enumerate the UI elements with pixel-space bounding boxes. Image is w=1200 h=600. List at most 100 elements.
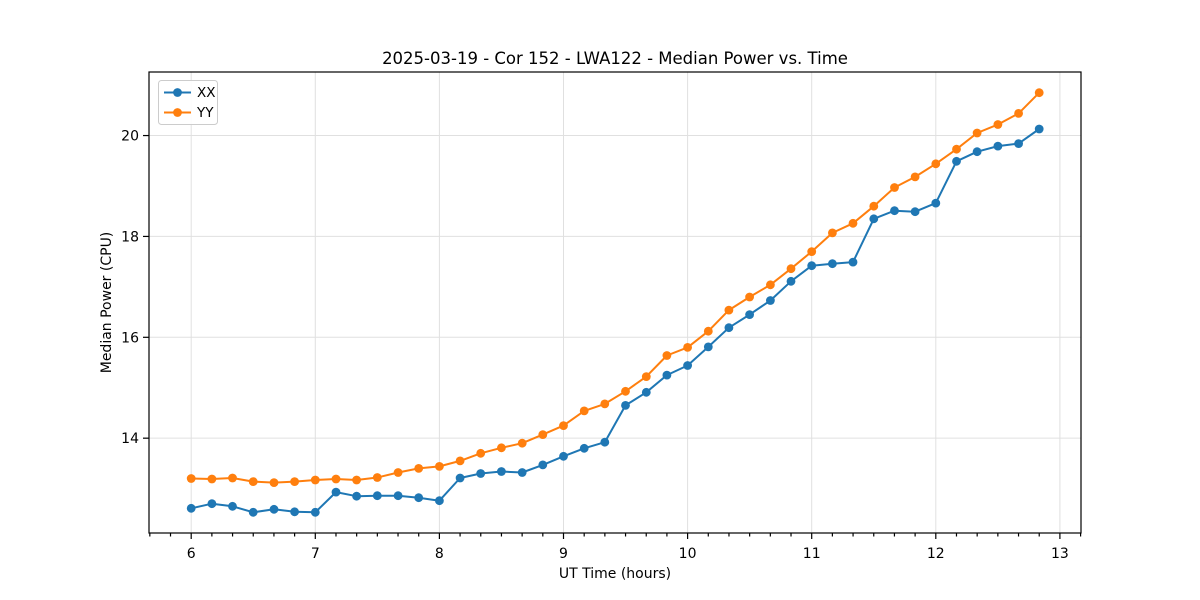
series-yy-marker [703,326,713,336]
series-xx-marker [538,460,548,470]
series-yy-marker [766,280,775,290]
series-xx-marker [786,276,796,286]
x-tick-label-10: 10 [679,546,697,562]
series-yy-marker [993,120,1003,129]
series-yy-marker [869,201,879,211]
series-yy-marker [724,305,734,315]
series-yy-marker [1034,88,1044,98]
series-xx-marker [848,257,858,267]
series-xx-marker [331,487,341,497]
series-yy-marker [290,477,299,486]
series-yy-marker [931,159,941,169]
series-xx-marker [662,370,672,380]
series-yy-marker [807,247,817,256]
series-xx-marker [745,310,754,319]
series-yy-marker [186,474,196,483]
series-xx-marker [703,342,713,352]
y-tick-label-18: 18 [121,229,139,245]
series-xx-marker [476,469,486,478]
series-xx-marker [579,443,589,453]
series-yy-marker [910,172,920,182]
series-xx-marker [641,387,651,397]
series-xx-marker [228,501,237,511]
series-xx-marker [310,507,320,517]
series-xx-marker [952,156,961,166]
series-yy-marker [393,468,403,477]
legend-label-xx: XX [197,85,216,101]
series-xx-marker [290,507,299,517]
series-xx-marker [372,491,382,501]
series-xx-marker [621,401,630,410]
series-xx-marker [393,491,403,501]
series-yy-marker [476,448,486,458]
legend-marker-icon-xx [173,88,182,97]
series-xx-marker [186,503,196,513]
series-xx-marker [724,323,734,333]
series-xx-marker [910,207,920,217]
series-yy-marker [352,475,361,485]
series-xx-marker [931,198,941,208]
plot-frame [148,71,1082,534]
axis-tick-labels: 6 7 8 9 10 11 12 13 14 16 18 20 [121,129,1069,562]
series-xx-marker [248,507,258,517]
series-yy-marker [538,430,548,439]
data-series [186,88,1044,517]
x-tick-label-12: 12 [927,546,945,562]
series-yy-marker [435,462,444,471]
series-yy-marker [228,473,237,483]
series-yy-marker [559,421,568,430]
series-xx-marker [993,141,1003,151]
series-yy-marker [414,464,424,473]
series-xx-marker [890,206,899,216]
series-xx-marker [269,504,279,514]
series-yy-marker [579,406,589,416]
series-xx-marker [972,147,982,157]
series-xx-marker [683,361,692,370]
series-xx-marker [807,261,817,271]
series-xx-marker [869,214,879,224]
series-yy-marker [207,474,217,484]
y-tick-label-16: 16 [121,330,139,346]
series-yy-marker [248,477,258,486]
series-xx-marker [207,499,217,509]
series-yy-marker [828,228,837,238]
series-yy-marker [1014,109,1023,118]
legend-item-xx: XX [164,85,216,101]
x-tick-label-9: 9 [559,546,568,562]
legend-item-yy: YY [164,105,214,121]
series-xx-marker [600,437,610,447]
legend-marker-icon-yy [173,108,182,117]
series-xx-marker [1034,124,1044,134]
series-yy-marker [972,128,982,138]
y-axis-label: Median Power (CPU) [99,232,115,374]
series-xx-marker [435,496,444,506]
series-yy-marker [890,183,899,192]
x-tick-label-6: 6 [187,546,196,562]
y-tick-label-14: 14 [121,431,139,447]
axis-ticks [143,134,1082,539]
series-xx-marker [455,473,465,483]
series-yy-marker [641,372,651,381]
series-xx-marker [414,493,424,503]
x-axis-label: UT Time (hours) [559,566,671,582]
chart-title: 2025-03-19 - Cor 152 - LWA122 - Median P… [382,49,848,68]
series-yy-marker [786,264,796,274]
series-xx-marker [352,491,361,501]
x-tick-label-11: 11 [803,546,821,562]
series-yy-marker [331,474,341,484]
series-yy-marker [269,478,279,487]
series-yy-marker [662,351,672,360]
legend-label-yy: YY [196,105,214,121]
series-xx-marker [1014,139,1023,149]
series-xx-marker [497,467,506,476]
y-tick-label-20: 20 [121,129,139,145]
series-yy-marker [372,473,382,482]
x-tick-label-8: 8 [435,546,444,562]
series-xx-marker [517,468,527,477]
legend: XX YY [158,80,218,125]
x-tick-label-7: 7 [311,546,320,562]
series-xx-marker [559,451,568,461]
series-yy-marker [517,438,527,448]
